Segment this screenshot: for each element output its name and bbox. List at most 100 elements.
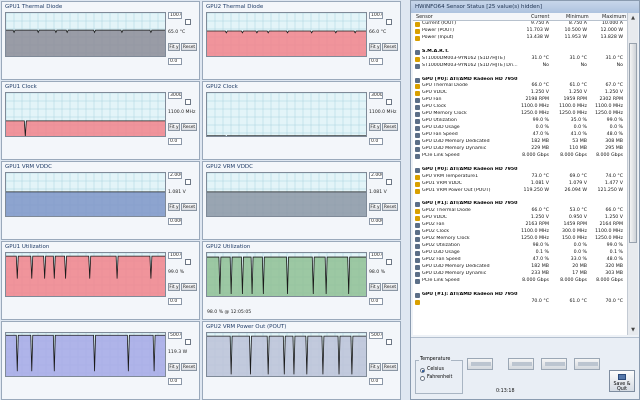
sensor-graph[interactable] (5, 92, 166, 137)
sensor-group-header[interactable]: GPU [#0]: ATI/AMD Radeon HD 7950:... (413, 167, 627, 174)
min-value-field[interactable]: 0.0 (369, 138, 383, 145)
sensor-graph[interactable] (206, 92, 367, 137)
sensor-row[interactable]: GPU D3D Memory Dynamic 233 MB 17 MB 303 MB (413, 271, 627, 278)
autoscale-checkbox[interactable] (386, 99, 392, 105)
autoscale-checkbox[interactable] (386, 19, 392, 25)
sensor-row[interactable]: GPU1 VRM VDDC 1.081 V 1.079 V 1.477 V (413, 181, 627, 188)
sensor-row[interactable]: GPU D3D Usage 0.1 % 0.0 % 0.1 % (413, 250, 627, 257)
sensor-graph[interactable] (5, 12, 166, 57)
autoscale-checkbox[interactable] (185, 99, 191, 105)
reset-button[interactable]: Reset (382, 363, 398, 371)
min-value-field[interactable]: 0.0 (369, 298, 383, 305)
sensor-graph[interactable] (206, 12, 367, 57)
sensor-row[interactable]: GPU Fan Speed 47.0 % 41.0 % 48.0 % (413, 132, 627, 139)
min-value-field[interactable]: 0.0 (369, 58, 383, 65)
fit-y-button[interactable]: Fit y (369, 123, 381, 131)
sensor-row[interactable]: Power (Input) 13.438 W 11.953 W 13.828 W (413, 35, 627, 42)
sensor-row[interactable]: GPU D3D Usage 0.0 % 0.0 % 0.0 % (413, 125, 627, 132)
sensor-row[interactable]: GPU2 Thermal Diode 66.0 °C 53.0 °C 66.0 °C (413, 208, 627, 215)
min-value-field[interactable]: 0.0 (369, 378, 383, 385)
sensor-row[interactable] (413, 194, 627, 201)
min-value-field[interactable]: 0.000 (369, 218, 383, 225)
sensor-row[interactable]: GPU2 Memory Clock 1250.0 MHz 150.0 MHz 1250… (413, 236, 627, 243)
sensor-row[interactable] (413, 312, 627, 319)
sensor-row[interactable]: Power (POUT) 11.703 W 10.500 W 12.000 W (413, 28, 627, 35)
sensor-row[interactable]: GPU2 Utilization 98.0 % 0.0 % 99.0 % (413, 243, 627, 250)
sensor-row[interactable]: 70.0 °C 61.0 °C 70.0 °C (413, 299, 627, 306)
reset-button[interactable]: Reset (382, 283, 398, 291)
sensor-row[interactable] (413, 285, 627, 292)
column-maximum[interactable]: Maximum (602, 14, 627, 20)
max-value-field[interactable]: 3000.0 (369, 92, 383, 99)
autoscale-checkbox[interactable] (185, 179, 191, 185)
min-value-field[interactable]: 0.0 (168, 138, 182, 145)
sensor-row[interactable]: GPU D3D Memory Dynamic 229 MB 110 MB 295 MB (413, 146, 627, 153)
column-minimum[interactable]: Minimum (566, 14, 589, 20)
sensor-row[interactable]: GPU Utilization 99.0 % 35.0 % 99.0 % (413, 118, 627, 125)
reset-button[interactable]: Reset (181, 363, 197, 371)
fahrenheit-radio[interactable] (420, 376, 425, 381)
save-and-quit-button[interactable]: Save & Quit (609, 370, 635, 392)
sensor-row[interactable]: GPU Fan 2198 RPM 1959 RPM 2302 RPM (413, 97, 627, 104)
reset-button[interactable]: Reset (382, 43, 398, 51)
sensor-graph[interactable] (206, 252, 367, 297)
max-value-field[interactable]: 100.0 (369, 252, 383, 259)
sensor-row[interactable]: Current (IOUT) 9.750 A 8.750 A 10.000 A (413, 21, 627, 28)
sensor-row[interactable] (413, 160, 627, 167)
column-sensor[interactable]: Sensor (416, 14, 433, 20)
scrollbar-thumb[interactable] (629, 43, 637, 243)
autoscale-checkbox[interactable] (185, 19, 191, 25)
min-value-field[interactable]: 0.000 (168, 218, 182, 225)
reset-button[interactable]: Reset (382, 203, 398, 211)
fit-y-button[interactable]: Fit y (168, 43, 180, 51)
sensor-row[interactable]: PCIe Link Speed 8.000 Gbps 8.000 Gbps 8.000… (413, 153, 627, 160)
sensor-row[interactable]: PCIe Link Speed 8.000 Gbps 8.000 Gbps 8.000… (413, 278, 627, 285)
celsius-radio[interactable] (420, 368, 425, 373)
min-value-field[interactable]: 0.0 (168, 378, 182, 385)
max-value-field[interactable]: 100.0 (369, 12, 383, 19)
max-value-field[interactable]: 500.0 (369, 332, 383, 339)
reset-button[interactable]: Reset (181, 123, 197, 131)
sensor-graph[interactable] (5, 252, 166, 297)
sensor-row[interactable]: ST1000DM003-9YN162 [S1D7HJTE] 31.0 °C 31.0… (413, 56, 627, 63)
sensor-row[interactable]: GPU2 Fan Speed 47.0 % 33.0 % 48.0 % (413, 257, 627, 264)
max-value-field[interactable]: 3000.0 (168, 92, 182, 99)
sensor-row[interactable]: GPU Thermal Diode 66.0 °C 61.0 °C 67.0 °C (413, 83, 627, 90)
scroll-up-arrow-icon[interactable]: ▲ (631, 15, 635, 21)
fit-y-button[interactable]: Fit y (369, 363, 381, 371)
fit-y-button[interactable]: Fit y (369, 203, 381, 211)
toolbar-button-1[interactable] (467, 358, 493, 370)
sensor-graph[interactable] (5, 332, 166, 377)
fit-y-button[interactable]: Fit y (168, 203, 180, 211)
max-value-field[interactable]: 100.0 (168, 252, 182, 259)
fit-y-button[interactable]: Fit y (168, 123, 180, 131)
sensor-row[interactable]: GPU VRM Temperature1 73.0 °C 69.0 °C 74.0 °… (413, 174, 627, 181)
scroll-down-arrow-icon[interactable]: ▼ (631, 327, 635, 333)
autoscale-checkbox[interactable] (386, 339, 392, 345)
reset-button[interactable]: Reset (181, 203, 197, 211)
fit-y-button[interactable]: Fit y (369, 283, 381, 291)
max-value-field[interactable]: 500.0 (168, 332, 182, 339)
autoscale-checkbox[interactable] (185, 259, 191, 265)
sensor-row[interactable]: GPU VDDC 1.250 V 1.250 V 1.250 V (413, 90, 627, 97)
autoscale-checkbox[interactable] (185, 339, 191, 345)
autoscale-checkbox[interactable] (386, 179, 392, 185)
sensor-graph[interactable] (206, 332, 367, 377)
sensor-row[interactable]: GPU Clock 1100.0 MHz 1100.0 MHz 1100.0 MHz (413, 104, 627, 111)
reset-button[interactable]: Reset (382, 123, 398, 131)
sensor-row[interactable]: GPU Memory Clock 1250.0 MHz 1250.0 MHz 1250… (413, 111, 627, 118)
fit-y-button[interactable]: Fit y (369, 43, 381, 51)
sensor-row[interactable]: GPU D3D Memory Dedicated 182 MB 20 MB 320 M… (413, 264, 627, 271)
autoscale-checkbox[interactable] (386, 259, 392, 265)
sensor-row[interactable]: ST1000DM003-9YN162 [S1D7HJTE] Dri... No No… (413, 63, 627, 70)
reset-button[interactable]: Reset (181, 283, 197, 291)
max-value-field[interactable]: 2.000 (168, 172, 182, 179)
sensor-graph[interactable] (5, 172, 166, 217)
min-value-field[interactable]: 0.0 (168, 298, 182, 305)
min-value-field[interactable]: 0.0 (168, 58, 182, 65)
sensor-group-header[interactable]: S.M.A.R.T. (413, 49, 627, 56)
toolbar-button-2[interactable] (508, 358, 534, 370)
max-value-field[interactable]: 2.000 (369, 172, 383, 179)
column-current[interactable]: Current (531, 14, 550, 20)
sensor-row[interactable]: GPU2 Clock 1100.0 MHz 300.0 MHz 1100.0 MHz (413, 229, 627, 236)
